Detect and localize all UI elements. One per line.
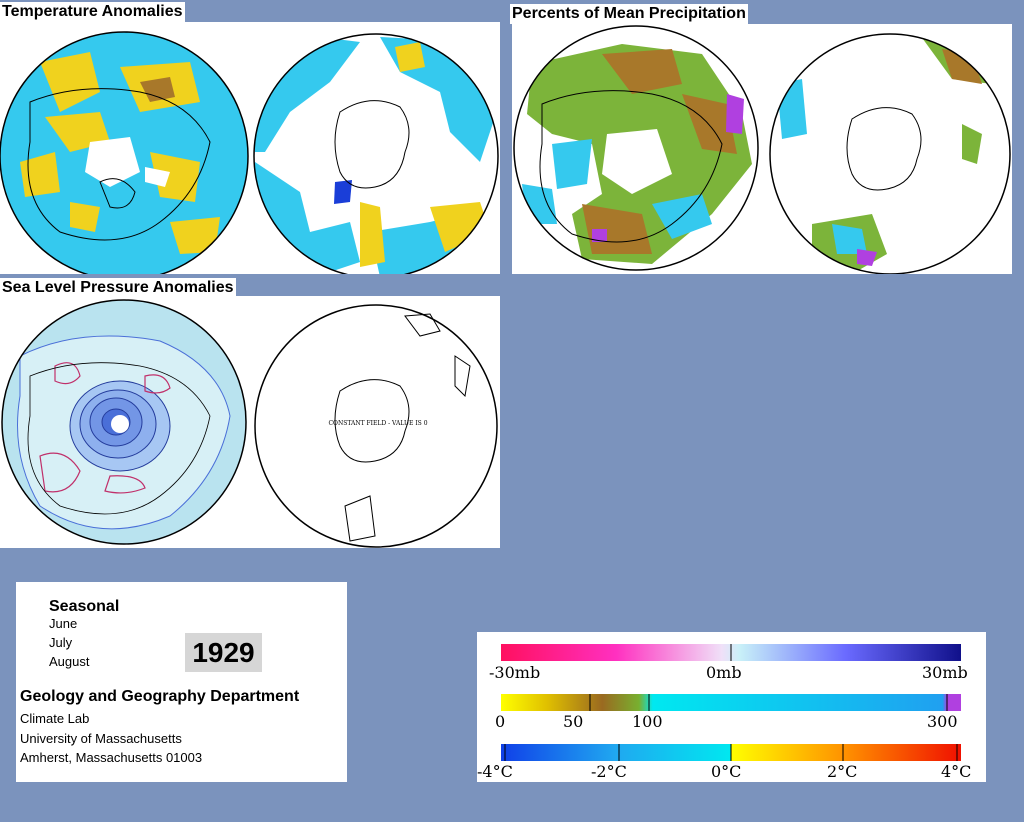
precipitation-map-north-outline <box>513 25 759 271</box>
institution-line: Amherst, Massachusetts 01003 <box>20 750 203 765</box>
legend-box: -30mb 0mb 30mb 0 50 100 300 -4°C -2°C 0°… <box>477 632 986 782</box>
temperature-map-south-outline <box>253 33 499 274</box>
temperature-legend-label: -4°C <box>477 762 513 781</box>
precipitation-map-north <box>514 26 758 270</box>
temperature-legend-label: -2°C <box>591 762 627 781</box>
pressure-map-south-note: CONSTANT FIELD - VALUE IS 0 <box>328 420 427 427</box>
pressure-map-south: CONSTANT FIELD - VALUE IS 0 <box>254 304 498 548</box>
pressure-map-north <box>2 300 246 544</box>
institution-line: University of Massachusetts <box>20 731 182 746</box>
month-label: July <box>49 635 73 650</box>
department-label: Geology and Geography Department <box>20 688 300 705</box>
pressure-map-north-outline <box>1 299 247 545</box>
temperature-map-panel <box>0 22 500 274</box>
temperature-map-north-outline <box>0 31 249 274</box>
pressure-legend-label: 30mb <box>922 663 968 682</box>
pressure-legend-label: -30mb <box>489 663 541 682</box>
precipitation-legend-label: 300 <box>927 712 958 731</box>
month-label: June <box>49 616 78 631</box>
year-label: 1929 <box>185 633 262 672</box>
temperature-legend-label: 4°C <box>941 762 972 781</box>
pressure-title: Sea Level Pressure Anomalies <box>0 278 236 298</box>
precipitation-color-bar <box>501 694 961 711</box>
institution-line: Climate Lab <box>20 711 90 726</box>
pressure-legend-label: 0mb <box>706 663 742 682</box>
temperature-map-north <box>0 32 248 274</box>
pressure-map-panel: CONSTANT FIELD - VALUE IS 0 <box>0 296 500 548</box>
precipitation-legend-label: 100 <box>632 712 663 731</box>
temperature-legend-label: 0°C <box>711 762 742 781</box>
temperature-legend-label: 2°C <box>827 762 858 781</box>
temperature-title: Temperature Anomalies <box>0 2 185 22</box>
period-label: Seasonal <box>49 598 120 615</box>
precipitation-legend-label: 50 <box>563 712 584 731</box>
month-label: August <box>49 654 90 669</box>
precipitation-map-panel <box>512 24 1012 274</box>
precipitation-map-south-outline <box>769 33 1011 274</box>
precipitation-title: Percents of Mean Precipitation <box>510 4 748 24</box>
temperature-map-south <box>254 34 498 274</box>
info-box: Seasonal June July August 1929 Geology a… <box>16 582 347 782</box>
precipitation-legend-label: 0 <box>495 712 506 731</box>
